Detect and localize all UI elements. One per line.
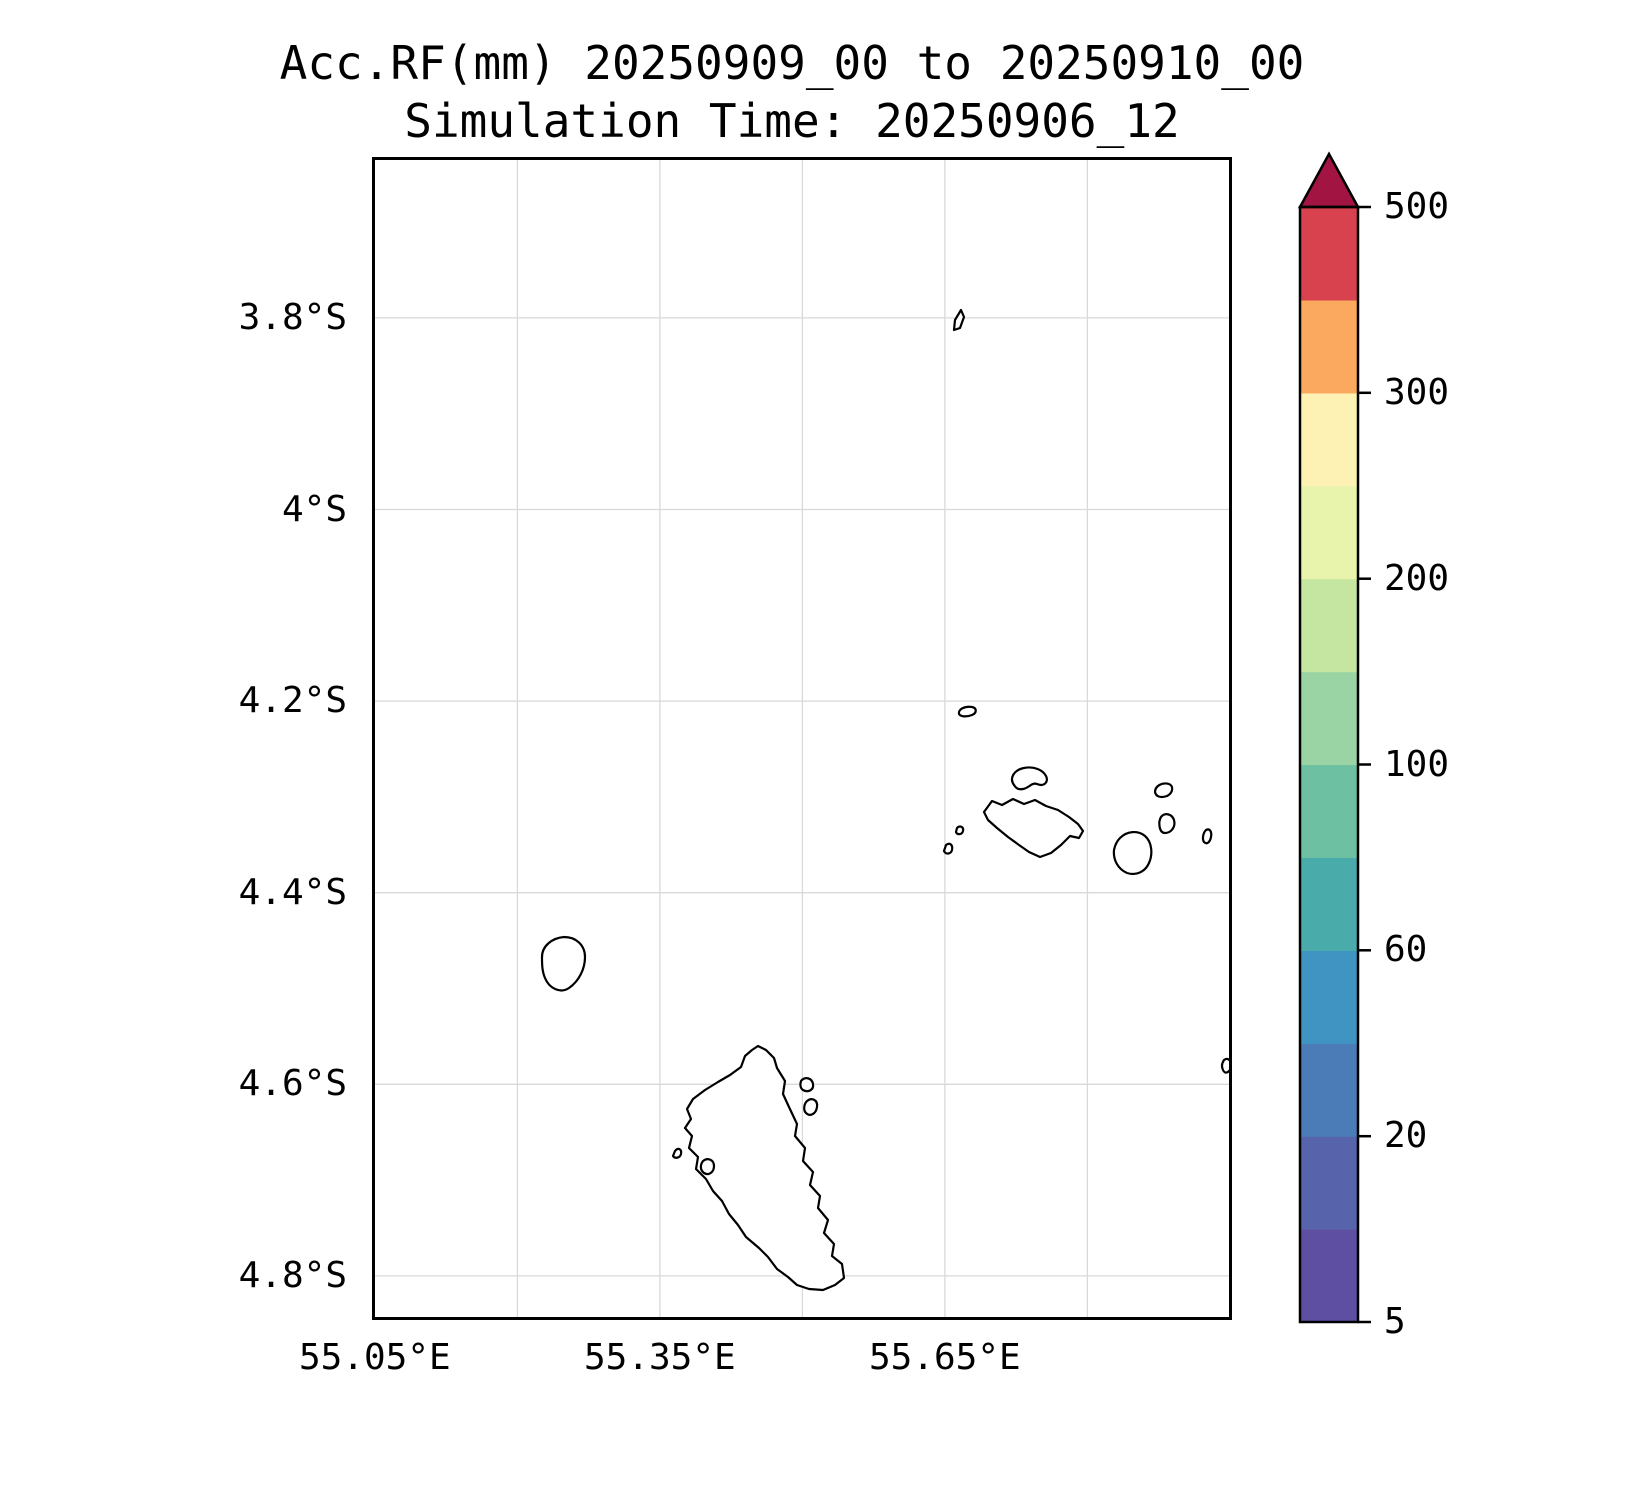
plot-title: Acc.RF(mm) 20250909_00 to 20250910_00 [279, 36, 1305, 90]
colorbar [1297, 151, 1371, 1324]
x-tick-label: 55.35°E [583, 1337, 736, 1378]
y-tick-label: 4.8°S [238, 1254, 347, 1296]
coastline-cousin [954, 825, 965, 836]
coastline-islet-east [1201, 828, 1213, 845]
map-plot-area [372, 157, 1232, 1320]
x-tick-label: 55.65°E [868, 1337, 1021, 1378]
colorbar-segment [1300, 578, 1358, 673]
coastline-praslin [982, 797, 1085, 859]
coastline-silhouette [540, 935, 587, 992]
colorbar-segment [1300, 671, 1358, 766]
coastline-curieuse [1010, 766, 1048, 791]
colorbar-tick-label: 300 [1384, 371, 1450, 413]
colorbar-segment [1300, 764, 1358, 859]
colorbar-segment [1300, 1043, 1358, 1137]
colorbar-segment [1300, 1229, 1358, 1323]
coastline-conception [671, 1147, 683, 1159]
coastline-denis [952, 308, 966, 332]
plot-subtitle: Simulation Time: 20250906_12 [404, 94, 1180, 148]
colorbar-segment [1300, 392, 1358, 487]
coastline-marianne [1158, 813, 1176, 835]
colorbar-extend-arrow [1297, 151, 1361, 209]
y-tick-label: 4.2°S [238, 680, 347, 722]
colorbar-tick-label: 60 [1384, 929, 1428, 971]
y-tick-label: 4.4°S [238, 871, 347, 913]
colorbar-segment [1300, 485, 1358, 580]
coastline-ste-anne [799, 1077, 815, 1093]
colorbar-tick-label: 200 [1384, 557, 1450, 599]
colorbar-tick-label: 100 [1384, 743, 1450, 785]
colorbar-tick-label: 5 [1384, 1301, 1406, 1342]
y-tick-label: 4.6°S [238, 1063, 347, 1105]
coastline-cerf [803, 1098, 819, 1116]
y-tick-label: 4°S [281, 488, 347, 530]
colorbar-tick-label: 20 [1384, 1115, 1428, 1157]
colorbar-segment [1300, 207, 1358, 301]
colorbar-segment [1300, 857, 1358, 951]
colorbar-segment [1300, 299, 1358, 394]
axes-frame [372, 157, 1232, 1320]
coastline-mahe [683, 1044, 846, 1292]
colorbar-tick-label: 500 [1384, 186, 1450, 227]
x-tick-label: 55.05°E [298, 1337, 451, 1378]
coastline-aride [957, 705, 977, 718]
coastline-la-digue [1112, 831, 1153, 876]
colorbar-segment [1300, 950, 1358, 1044]
coastline-therese [699, 1158, 716, 1176]
colorbar-segment [1300, 1136, 1358, 1230]
y-tick-label: 3.8°S [238, 296, 347, 338]
coastline-cousine [942, 842, 954, 855]
coastline-felicite [1153, 782, 1174, 799]
